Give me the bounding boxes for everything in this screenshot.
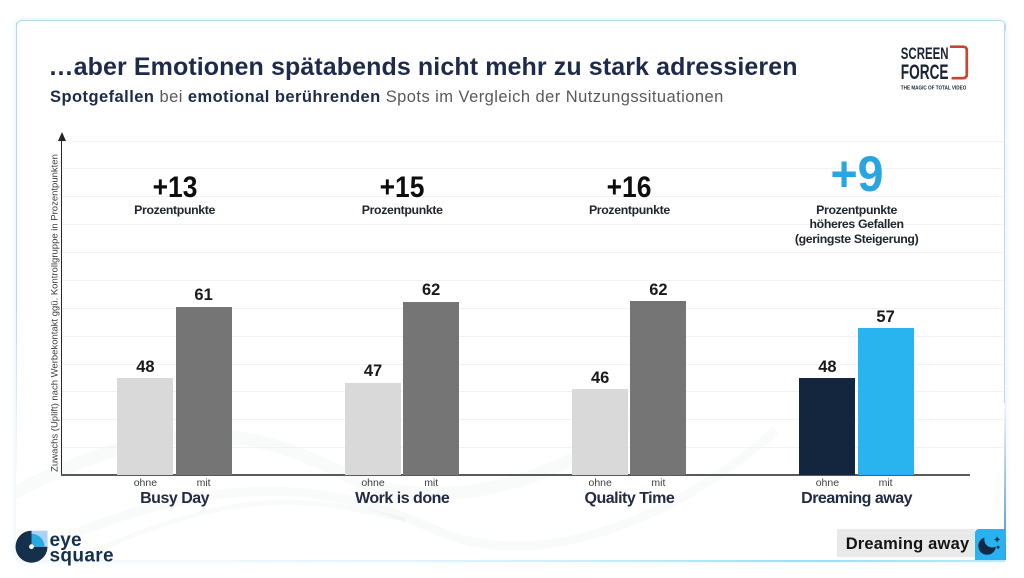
svg-text:THE MAGIC OF TOTAL VIDEO: THE MAGIC OF TOTAL VIDEO [901, 86, 967, 92]
svg-text:SCREEN: SCREEN [901, 44, 949, 63]
svg-text:eye: eye [50, 530, 82, 551]
svg-text:FORCE: FORCE [901, 60, 949, 84]
svg-text:square: square [50, 545, 114, 566]
